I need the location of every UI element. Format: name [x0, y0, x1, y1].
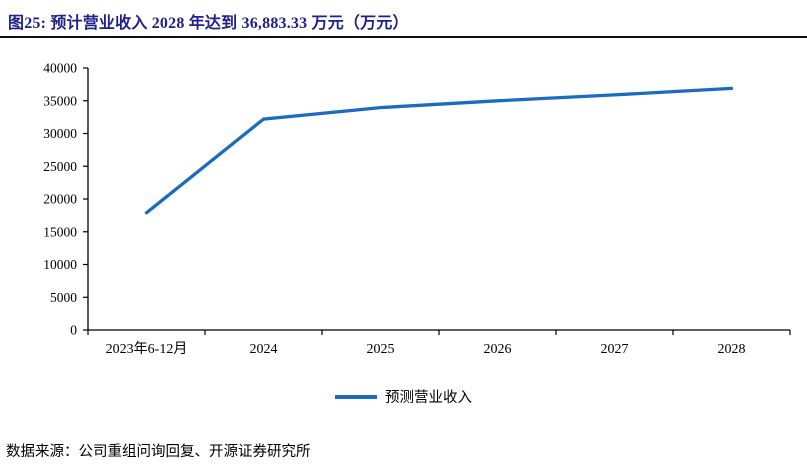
y-tick-label: 30000 — [43, 126, 77, 141]
chart-legend: 预测营业收入 — [0, 386, 807, 407]
data-line-预测营业收入 — [144, 86, 734, 215]
y-tick-label: 0 — [70, 323, 77, 338]
data-source: 数据来源：公司重组问询回复、开源证券研究所 — [6, 444, 311, 460]
y-tick-label: 15000 — [43, 224, 77, 239]
x-tick-label: 2023年6-12月 — [106, 341, 188, 357]
y-tick-label: 25000 — [43, 159, 77, 174]
y-tick-label: 5000 — [50, 290, 77, 305]
y-tick-label: 10000 — [43, 257, 77, 272]
legend-label: 预测营业收入 — [385, 390, 472, 406]
y-tick-label: 20000 — [43, 192, 77, 207]
x-tick-label: 2025 — [367, 342, 395, 357]
line-chart: 0 5000 10000 15000 20000 25000 30000 35000 40000… — [43, 61, 791, 357]
x-tick-label: 2026 — [484, 342, 512, 357]
title-divider — [0, 36, 807, 38]
x-tick-label: 2024 — [250, 342, 278, 357]
figure-title: 图25: 预计营业收入 2028 年达到 36,883.33 万元（万元） — [8, 15, 409, 32]
y-tick-label: 35000 — [43, 93, 77, 108]
y-tick-label: 40000 — [43, 61, 77, 76]
legend-line-swatch — [335, 394, 377, 399]
x-tick-label: 2028 — [718, 342, 746, 357]
x-tick-label: 2027 — [601, 342, 629, 357]
